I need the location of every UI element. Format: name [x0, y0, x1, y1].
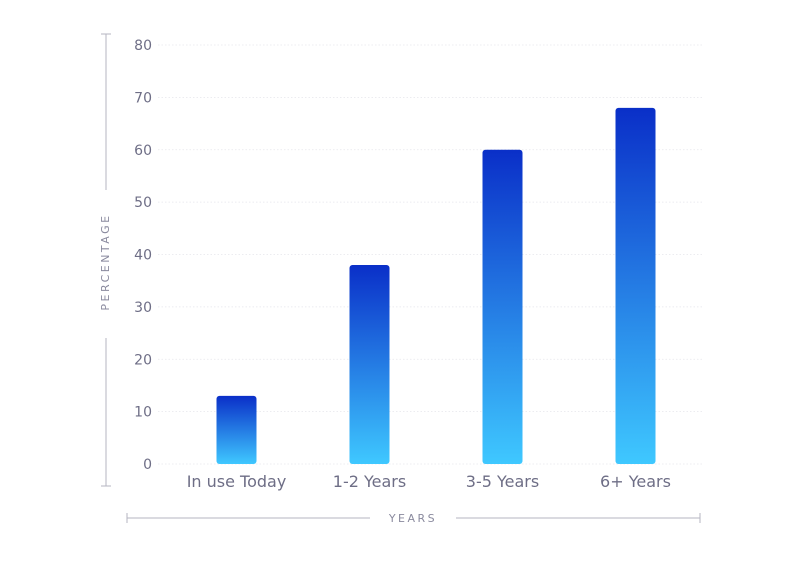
y-tick-label: 10	[134, 405, 152, 421]
y-axis-title: PERCENTAGE	[99, 213, 112, 310]
x-axis-title: YEARS	[388, 512, 437, 525]
y-tick-label: 20	[134, 352, 152, 368]
bar-3-5-years	[482, 149, 523, 464]
y-tick-label: 0	[143, 457, 152, 473]
y-axis-bracket	[101, 33, 111, 487]
x-axis-bracket	[126, 513, 701, 523]
bar-1-2-years	[349, 264, 390, 464]
x-category-label: 6+ Years	[600, 472, 671, 491]
x-category-label: 1-2 Years	[333, 472, 406, 491]
y-tick-labels: 0 10 20 30 40 50 60 70 80	[134, 38, 152, 473]
x-category-label: In use Today	[187, 472, 287, 491]
x-category-label: 3-5 Years	[466, 472, 539, 491]
bar-in-use-today	[216, 395, 257, 464]
bar-6-years	[615, 107, 656, 464]
y-tick-label: 30	[134, 300, 152, 316]
y-tick-label: 60	[134, 143, 152, 159]
bars	[216, 107, 656, 464]
y-tick-label: 80	[134, 38, 152, 54]
y-tick-label: 40	[134, 248, 152, 264]
y-tick-label: 70	[134, 90, 152, 106]
x-category-labels: In use Today 1-2 Years 3-5 Years 6+ Years	[187, 472, 671, 491]
y-tick-label: 50	[134, 195, 152, 211]
